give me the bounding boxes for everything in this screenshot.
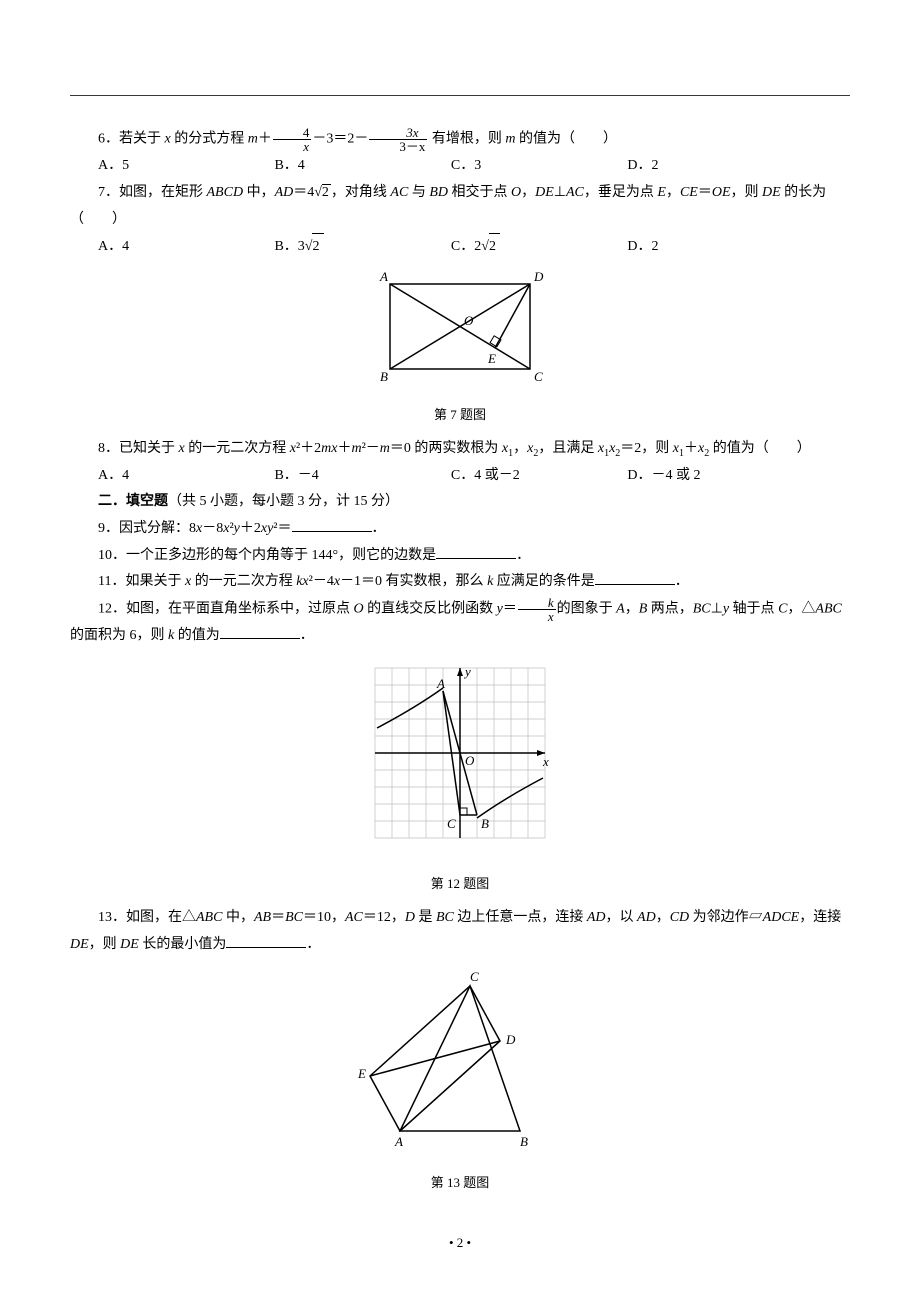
q9-tail: ． (372, 521, 386, 536)
fig13-E: E (357, 1066, 366, 1081)
q6-frac2-num: 3x (369, 126, 427, 140)
q6: 6．若关于 x 的分式方程 m＋4x－3＝2－3x3－x 有增根，则 m 的值为… (70, 126, 850, 153)
q6-stem-mid1: 的分式方程 (171, 132, 248, 147)
q6-lhs-tail: －3＝2－ (312, 132, 368, 147)
fig7-O: O (464, 313, 474, 328)
q13: 13．如图，在△ABC 中，AB＝BC＝10，AC＝12，D 是 BC 边上任意… (70, 905, 850, 958)
q11-stem: 11．如果关于 x 的一元二次方程 kx²－4x－1＝0 有实数根，那么 k 应… (98, 574, 595, 589)
q10: 10．一个正多边形的每个内角等于 144°，则它的边数是 ． (70, 543, 850, 570)
fig12-C: C (447, 816, 456, 831)
q13-stem: 13．如图，在△ABC 中，AB＝BC＝10，AC＝12，D 是 BC 边上任意… (70, 910, 841, 952)
q8-opt-c: C．4 或－2 (451, 463, 624, 490)
q12-tail: ． (300, 628, 314, 643)
q7-opt-c: C．22 (451, 233, 624, 261)
q12-frac: kx (518, 596, 556, 623)
q11-blank (595, 570, 675, 585)
q13-tail: ． (306, 937, 320, 952)
fig13-caption: 第 13 题图 (70, 1171, 850, 1196)
q6-m2: m (505, 132, 515, 147)
section2-note: （共 5 小题，每小题 3 分，计 15 分） (168, 494, 399, 509)
q6-opt-c: C．3 (451, 153, 624, 180)
q7-options: A．4 B．32 C．22 D．2 (70, 233, 850, 261)
q9: 9．因式分解：8x－8x²y＋2xy²＝ ． (70, 516, 850, 543)
q13-blank (226, 933, 306, 948)
fig7: A D B C O E 第 7 题图 (70, 269, 850, 428)
q8-opt-b: B．－4 (274, 463, 447, 490)
q6-opt-b: B．4 (274, 153, 447, 180)
fig7-C: C (534, 369, 543, 384)
q6-opt-a: A．5 (98, 153, 271, 180)
q7-opt-b: B．32 (274, 233, 447, 261)
q6-stem-mid2: 有增根，则 (428, 132, 505, 147)
fig12-O: O (465, 753, 475, 768)
q8: 8．已知关于 x 的一元二次方程 x²＋2mx＋m²－m＝0 的两实数根为 x1… (70, 436, 850, 463)
page-number: • 2 • (0, 1235, 920, 1251)
fig7-A: A (379, 269, 388, 284)
q12: 12．如图，在平面直角坐标系中，过原点 O 的直线交反比例函数 y＝kx的图象于… (70, 596, 850, 650)
q6-m: m (248, 132, 258, 147)
fig12: A B C O x y 第 12 题图 (70, 658, 850, 897)
q8-opt-d: D．－4 或 2 (627, 463, 800, 490)
fig7-D: D (533, 269, 544, 284)
fig12-svg: A B C O x y (365, 658, 555, 858)
q8-options: A．4 B．－4 C．4 或－2 D．－4 或 2 (70, 463, 850, 490)
q12-frac-den: x (518, 610, 556, 623)
fig7-svg: A D B C O E (360, 269, 560, 389)
q11-tail: ． (675, 574, 689, 589)
q11: 11．如果关于 x 的一元二次方程 kx²－4x－1＝0 有实数根，那么 k 应… (70, 569, 850, 596)
fig12-y: y (463, 664, 471, 679)
fig13-B: B (520, 1134, 528, 1149)
q7-opt-d: D．2 (627, 234, 800, 261)
fig7-caption: 第 7 题图 (70, 403, 850, 428)
fig12-caption: 第 12 题图 (70, 872, 850, 897)
q10-tail: ． (516, 548, 530, 563)
fig13-C: C (470, 969, 479, 984)
q6-frac1: 4x (273, 126, 312, 153)
section2-title: 二．填空题 (98, 494, 168, 509)
q6-frac2-den: 3－x (369, 140, 427, 153)
q7: 7．如图，在矩形 ABCD 中，AD＝42，对角线 AC 与 BD 相交于点 O… (70, 180, 850, 233)
q10-blank (436, 544, 516, 559)
page: 6．若关于 x 的分式方程 m＋4x－3＝2－3x3－x 有增根，则 m 的值为… (0, 0, 920, 1301)
q6-frac2: 3x3－x (369, 126, 427, 153)
fig13-A: A (394, 1134, 403, 1149)
q6-frac1-den: x (273, 140, 312, 153)
q12-blank (220, 624, 300, 639)
fig12-B: B (481, 816, 489, 831)
q8-opt-a: A．4 (98, 463, 271, 490)
fig7-E: E (487, 351, 496, 366)
content-body: 6．若关于 x 的分式方程 m＋4x－3＝2－3x3－x 有增根，则 m 的值为… (70, 126, 850, 1195)
q7-opt-a: A．4 (98, 234, 271, 261)
fig13: A B C D E 第 13 题图 (70, 966, 850, 1195)
fig13-svg: A B C D E (350, 966, 570, 1156)
q6-options: A．5 B．4 C．3 D．2 (70, 153, 850, 180)
q12-frac-num: k (518, 596, 556, 610)
section2: 二．填空题（共 5 小题，每小题 3 分，计 15 分） (70, 489, 850, 516)
fig13-D: D (505, 1032, 516, 1047)
q6-opt-d: D．2 (627, 153, 800, 180)
q6-frac1-num: 4 (273, 126, 312, 140)
top-rule (70, 95, 850, 96)
fig12-x: x (542, 754, 549, 769)
q10-stem: 10．一个正多边形的每个内角等于 144°，则它的边数是 (98, 548, 436, 563)
q9-blank (292, 517, 372, 532)
q12-stem-pre: 12．如图，在平面直角坐标系中，过原点 O 的直线交反比例函数 y＝ (98, 601, 517, 616)
q9-stem: 9．因式分解：8x－8x²y＋2xy²＝ (98, 521, 292, 536)
fig7-B: B (380, 369, 388, 384)
fig12-A: A (436, 676, 445, 691)
q6-stem-pre: 6．若关于 (98, 132, 165, 147)
q6-stem-tail: 的值为（ ） (515, 132, 617, 147)
